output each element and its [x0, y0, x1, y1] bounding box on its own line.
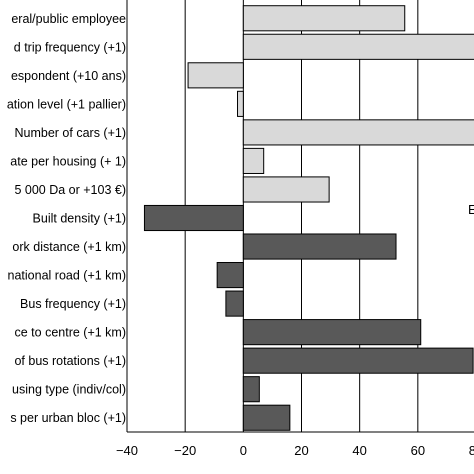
x-tick-labels: −40 −20 0 20 40 60 80	[116, 443, 474, 458]
bar-8	[242, 233, 397, 260]
bar-5	[242, 147, 265, 174]
category-label-10: Bus frequency (+1)	[20, 297, 126, 311]
category-label-2: espondent (+10 ans)	[11, 69, 126, 83]
category-label-4: Number of cars (+1)	[15, 126, 127, 140]
bar-9	[216, 262, 244, 289]
bar-13	[242, 376, 260, 403]
bar-2	[187, 62, 244, 89]
bar-12	[242, 347, 474, 374]
category-label-6: 5 000 Da or +103 €)	[14, 183, 126, 197]
tick-label-3: 20	[294, 443, 308, 458]
bar-4	[242, 119, 474, 146]
bar-7	[143, 204, 244, 232]
category-labels: eral/public employee d trip frequency (+1…	[7, 12, 126, 425]
tick-label-0: −40	[116, 443, 138, 458]
tick-label-1: −20	[174, 443, 196, 458]
category-label-12: of bus rotations (+1)	[14, 354, 126, 368]
category-label-5: ate per housing (+ 1)	[10, 154, 126, 168]
category-label-3: ation level (+1 pallier)	[7, 97, 126, 111]
category-label-0: eral/public employee	[11, 12, 126, 26]
tick-label-6: 80	[469, 443, 474, 458]
bar-10	[225, 290, 244, 317]
bar-3	[237, 90, 244, 117]
bars	[143, 5, 474, 431]
category-label-9: national road (+1 km)	[8, 269, 126, 283]
bar-1	[242, 33, 474, 60]
bar-14	[242, 404, 291, 431]
tick-label-4: 40	[352, 443, 366, 458]
category-label-7: Built density (+1)	[33, 212, 126, 226]
x-axis-label: E	[468, 202, 474, 217]
category-label-13: using type (indiv/col)	[12, 383, 126, 397]
category-label-8: ork distance (+1 km)	[12, 240, 126, 254]
bar-0	[242, 5, 406, 32]
tick-label-2: 0	[240, 443, 247, 458]
bar-11	[242, 319, 422, 346]
category-label-1: d trip frequency (+1)	[14, 40, 126, 54]
bar-6	[242, 176, 330, 203]
tick-label-5: 60	[411, 443, 425, 458]
category-label-14: s per urban bloc (+1)	[10, 411, 126, 425]
category-label-11: ce to centre (+1 km)	[15, 326, 127, 340]
